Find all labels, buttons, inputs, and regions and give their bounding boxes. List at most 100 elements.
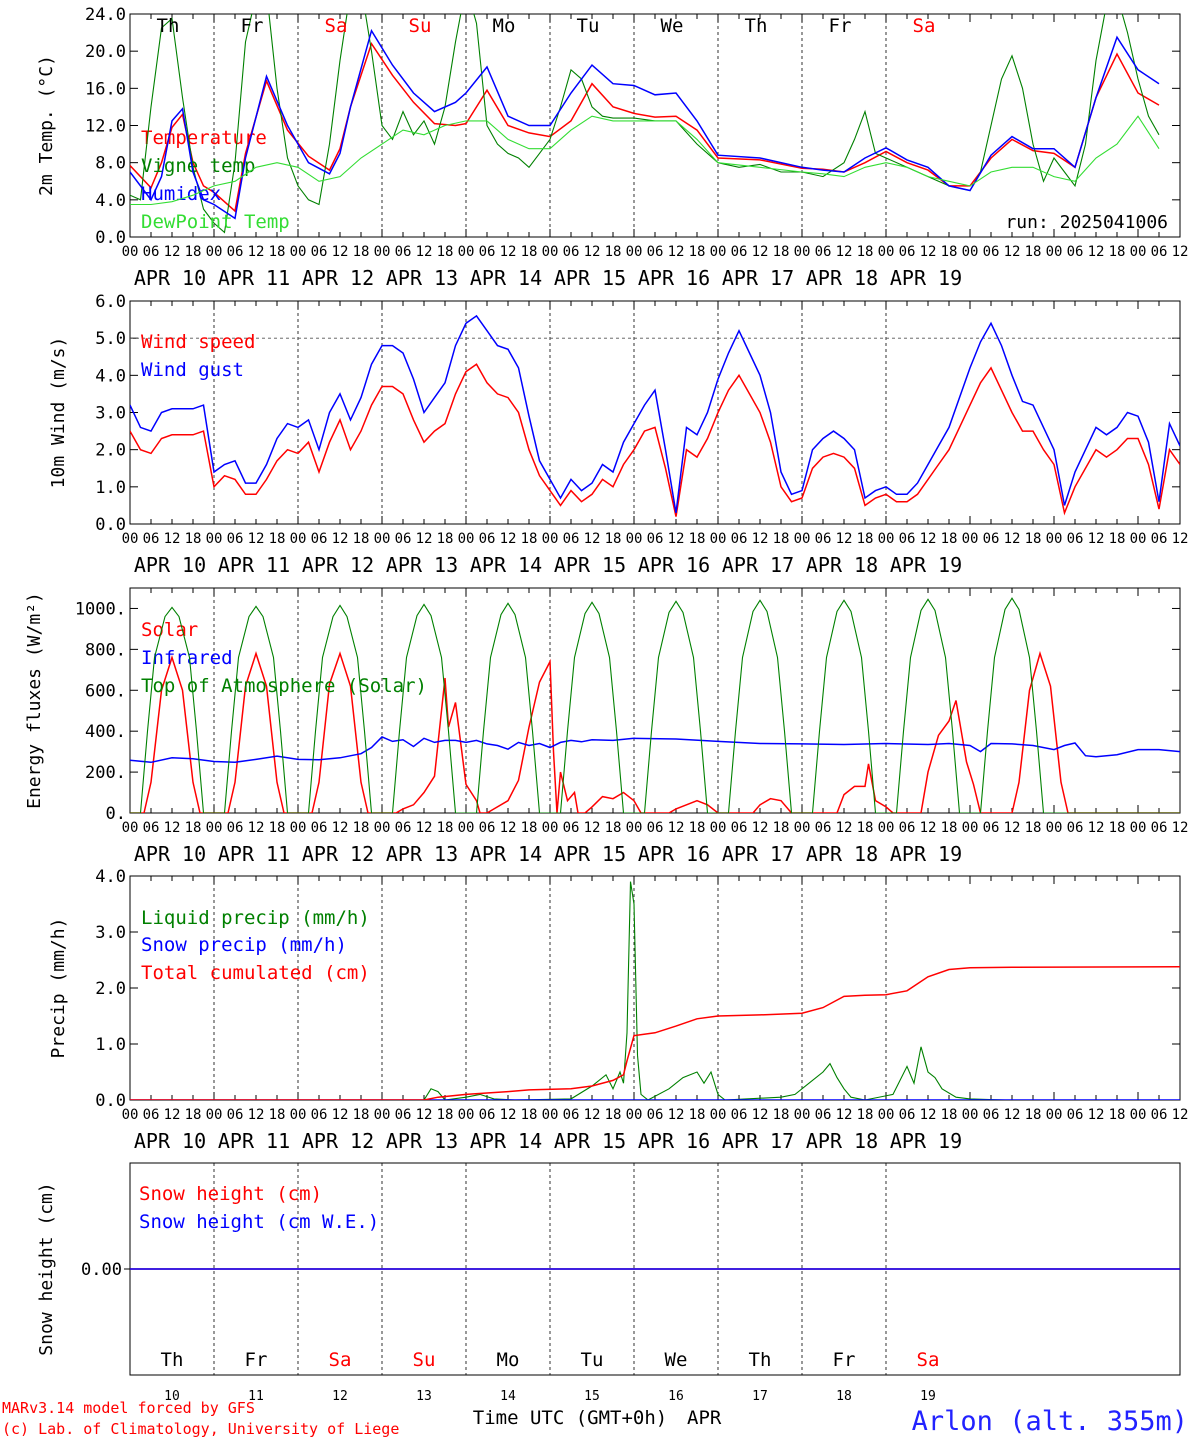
weekday-label: Tu: [577, 15, 600, 37]
legend-entry: Temperature: [141, 127, 267, 149]
hour-tick-label: 18: [269, 531, 286, 547]
hour-tick-label: 00: [206, 531, 223, 547]
y-tick-label: 800.: [85, 640, 126, 660]
hour-tick-label: 12: [500, 820, 517, 836]
y-tick-label: 2.0: [95, 441, 126, 461]
hour-tick-label: 18: [1109, 1107, 1126, 1123]
hour-tick-label: 06: [563, 1107, 580, 1123]
hour-tick-label: 00: [1130, 820, 1147, 836]
hour-tick-label: 18: [689, 531, 706, 547]
hour-tick-label: 18: [1109, 820, 1126, 836]
date-label: APR 10: [134, 266, 206, 290]
hour-tick-label: 06: [1067, 1107, 1084, 1123]
weekday-label: Sa: [329, 1349, 352, 1371]
date-label: APR 14: [470, 553, 542, 577]
day-number-label: 19: [920, 1389, 936, 1404]
footer: MARv3.14 model forced by GFS (c) Lab. of …: [2, 1399, 1188, 1438]
hour-tick-label: 12: [500, 1107, 517, 1123]
hour-tick-label: 12: [752, 531, 769, 547]
date-label: APR 19: [890, 1129, 962, 1153]
hour-tick-label: 12: [836, 244, 853, 260]
y-tick-label: 0.0: [95, 515, 126, 535]
legend-entry: Snow precip (mm/h): [141, 934, 347, 956]
hour-tick-label: 18: [941, 1107, 958, 1123]
hour-tick-label: 00: [122, 1107, 139, 1123]
hour-tick-label: 18: [1025, 820, 1042, 836]
panel-temperature: 0.0 4.0 8.0 12.0 16.0 20.0 24.0 2m Temp. (°C) Te…: [36, 5, 1188, 290]
hour-tick-label: 12: [1172, 1107, 1189, 1123]
date-label: APR 14: [470, 842, 542, 866]
hour-tick-label: 12: [164, 1107, 181, 1123]
y-tick-label: 1.0: [95, 478, 126, 498]
hour-tick-label: 12: [416, 820, 433, 836]
y-tick-label: 0.: [106, 804, 126, 824]
hour-tick-label: 00: [962, 244, 979, 260]
hour-tick-label: 00: [542, 1107, 559, 1123]
hour-tick-label: 12: [1004, 820, 1021, 836]
hour-tick-label: 12: [1004, 1107, 1021, 1123]
hour-tick-label: 06: [311, 531, 328, 547]
hour-tick-label: 12: [500, 244, 517, 260]
weekday-label: Fr: [829, 15, 852, 37]
hour-tick-label: 00: [206, 820, 223, 836]
day-number-label: 17: [752, 1389, 768, 1404]
hour-tick-label: 18: [689, 820, 706, 836]
y-tick-label: 3.0: [95, 923, 126, 943]
hour-tick-label: 12: [500, 531, 517, 547]
hour-tick-label: 06: [983, 820, 1000, 836]
hour-tick-label: 18: [857, 531, 874, 547]
hour-tick-label: 06: [731, 531, 748, 547]
day-number-label: 16: [668, 1389, 684, 1404]
hour-tick-label: 18: [185, 244, 202, 260]
y-tick-label: 4.0: [95, 867, 126, 887]
hour-tick-label: 18: [1109, 244, 1126, 260]
hour-tick-label: 06: [1151, 244, 1168, 260]
hour-tick-label: 12: [836, 820, 853, 836]
hour-tick-label: 06: [1151, 1107, 1168, 1123]
date-label: APR 12: [302, 266, 374, 290]
hour-tick-label: 06: [143, 244, 160, 260]
hour-tick-label: 06: [899, 1107, 916, 1123]
legend-entry: Snow height (cm): [139, 1183, 322, 1205]
hour-tick-label: 18: [773, 244, 790, 260]
panel-precip: 0.0 1.0 2.0 3.0 4.0 Precip (mm/h) Liquid preci…: [48, 867, 1188, 1153]
y-tick-label: 0.0: [95, 228, 126, 248]
date-label: APR 17: [722, 1129, 794, 1153]
hour-tick-label: 00: [962, 820, 979, 836]
y-tick-label: 1000.: [75, 599, 126, 619]
day-number-label: 14: [500, 1389, 516, 1404]
series-line-temperature: [130, 42, 1160, 213]
hour-tick-label: 12: [416, 531, 433, 547]
y-axis-label: 2m Temp. (°C): [36, 55, 57, 196]
weekday-label: Th: [749, 1349, 772, 1371]
date-label: APR 19: [890, 842, 962, 866]
legend-entry: Snow height (cm W.E.): [139, 1211, 379, 1233]
hour-tick-label: 00: [710, 244, 727, 260]
hour-tick-label: 00: [626, 820, 643, 836]
weekday-label: Mo: [493, 15, 516, 37]
hour-tick-label: 06: [1067, 820, 1084, 836]
hour-tick-label: 00: [710, 1107, 727, 1123]
hour-tick-label: 18: [521, 244, 538, 260]
hour-tick-label: 00: [374, 820, 391, 836]
hour-tick-label: 00: [542, 531, 559, 547]
weekday-label: Th: [157, 15, 180, 37]
weekday-label: Fr: [833, 1349, 856, 1371]
day-number-label: 10: [164, 1389, 180, 1404]
date-label: APR 11: [218, 553, 290, 577]
hour-tick-label: 00: [374, 531, 391, 547]
y-tick-label: 1.0: [95, 1035, 126, 1055]
hour-tick-label: 06: [815, 244, 832, 260]
series-line-solar: [130, 650, 1180, 813]
date-label: APR 15: [554, 553, 626, 577]
legend-entry: DewPoint Temp: [141, 211, 290, 233]
date-label: APR 13: [386, 553, 458, 577]
day-number-label: 11: [248, 1389, 264, 1404]
y-axis-label: Snow height (cm): [36, 1182, 57, 1355]
y-tick-label: 24.0: [85, 5, 126, 25]
date-label: APR 19: [890, 266, 962, 290]
weekday-label: Su: [409, 15, 432, 37]
hour-tick-label: 18: [941, 820, 958, 836]
hour-tick-label: 00: [206, 244, 223, 260]
hour-tick-label: 18: [689, 244, 706, 260]
